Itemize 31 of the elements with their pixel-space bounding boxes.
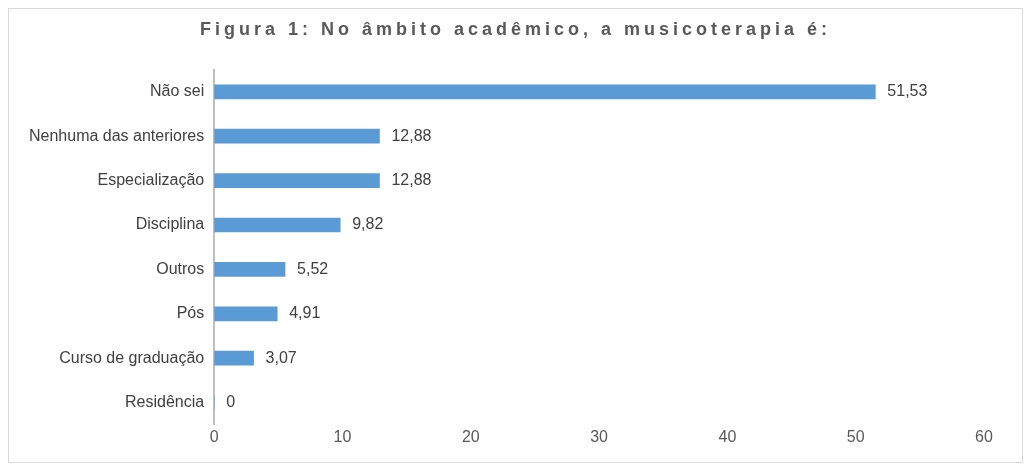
data-label: 12,88 xyxy=(391,171,432,189)
bar xyxy=(214,128,380,144)
data-label: 51,53 xyxy=(887,82,928,100)
y-tick-label: Não sei xyxy=(149,82,205,100)
x-tick-label: 60 xyxy=(975,427,993,445)
x-tick-label: 50 xyxy=(846,427,865,445)
bar xyxy=(214,173,380,188)
x-tick-label: 40 xyxy=(718,427,737,445)
bar xyxy=(214,84,876,100)
bar xyxy=(214,350,254,366)
chart-title: Figura 1: No âmbito acadêmico, a musicoterapia é: xyxy=(198,18,833,41)
bar xyxy=(214,262,286,277)
data-label: 5,52 xyxy=(297,259,329,277)
bar xyxy=(214,217,341,233)
data-label: 12,88 xyxy=(391,126,432,144)
y-tick-label: Outros xyxy=(156,259,205,277)
data-label: 4,91 xyxy=(289,304,321,322)
x-tick-label: 20 xyxy=(461,427,480,445)
y-tick-label: Especialização xyxy=(97,171,205,189)
y-tick-label: Curso de graduação xyxy=(59,348,205,366)
x-tick-label: 0 xyxy=(209,427,219,445)
data-label: 3,07 xyxy=(265,348,297,366)
x-tick-label: 10 xyxy=(333,427,352,445)
bar xyxy=(214,306,278,322)
y-tick-label: Pós xyxy=(176,304,205,322)
y-tick-label: Residência xyxy=(125,393,205,411)
y-tick-label: Disciplina xyxy=(135,215,205,233)
y-tick-label: Nenhuma das anteriores xyxy=(28,126,205,144)
x-tick-label: 30 xyxy=(590,427,609,445)
data-label: 0 xyxy=(226,393,236,411)
data-label: 9,82 xyxy=(352,215,384,233)
